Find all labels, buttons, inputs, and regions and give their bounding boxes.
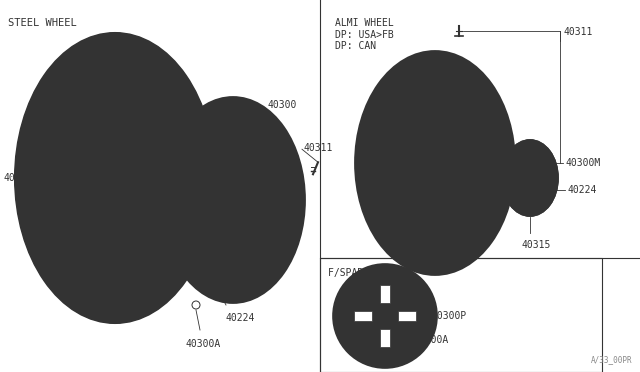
Text: 40312: 40312 xyxy=(3,173,33,183)
Text: 40311: 40311 xyxy=(304,143,333,153)
Ellipse shape xyxy=(398,208,414,230)
Ellipse shape xyxy=(241,142,253,159)
Text: 40224: 40224 xyxy=(226,313,255,323)
Ellipse shape xyxy=(355,51,515,275)
Ellipse shape xyxy=(161,97,305,303)
Text: 40300P: 40300P xyxy=(432,311,467,321)
Ellipse shape xyxy=(456,96,472,118)
Bar xyxy=(380,285,390,303)
Bar xyxy=(354,311,372,321)
Text: F/SPARE TIRE: F/SPARE TIRE xyxy=(328,268,399,278)
Ellipse shape xyxy=(192,212,205,229)
Ellipse shape xyxy=(333,264,437,368)
Ellipse shape xyxy=(212,142,225,159)
Text: ALMI WHEEL
DP: USA>FB
DP: CAN: ALMI WHEEL DP: USA>FB DP: CAN xyxy=(335,18,394,51)
Text: 40300A: 40300A xyxy=(413,335,448,345)
Text: 40300: 40300 xyxy=(267,100,296,110)
Text: 40315: 40315 xyxy=(522,240,552,250)
Ellipse shape xyxy=(380,173,396,196)
Ellipse shape xyxy=(262,171,274,188)
Ellipse shape xyxy=(499,182,511,198)
Ellipse shape xyxy=(427,82,443,105)
Ellipse shape xyxy=(212,277,224,289)
Ellipse shape xyxy=(380,130,396,153)
Ellipse shape xyxy=(474,130,490,153)
Text: STEEL WHEEL: STEEL WHEEL xyxy=(8,18,77,28)
Bar xyxy=(320,258,602,372)
Ellipse shape xyxy=(502,140,558,216)
Text: 40300A: 40300A xyxy=(186,339,221,349)
Text: 40300M: 40300M xyxy=(565,158,600,168)
Text: A/33_00PR: A/33_00PR xyxy=(590,355,632,364)
Ellipse shape xyxy=(398,96,414,118)
Ellipse shape xyxy=(212,241,225,258)
Ellipse shape xyxy=(15,33,215,323)
Ellipse shape xyxy=(456,208,472,230)
Ellipse shape xyxy=(262,212,274,229)
Ellipse shape xyxy=(192,171,205,188)
Bar xyxy=(380,329,390,347)
Text: 40311: 40311 xyxy=(563,27,593,37)
Ellipse shape xyxy=(377,308,393,324)
Ellipse shape xyxy=(427,221,443,244)
Ellipse shape xyxy=(474,173,490,196)
Ellipse shape xyxy=(241,241,253,258)
Text: 40224: 40224 xyxy=(567,185,596,195)
Bar xyxy=(398,311,416,321)
